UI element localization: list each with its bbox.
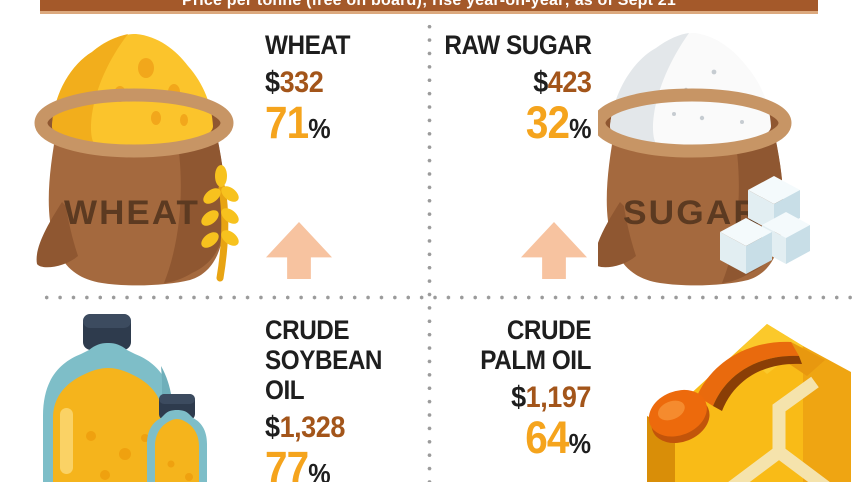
raw-sugar-price: $423 — [444, 66, 592, 100]
wheat-price: $332 — [265, 66, 350, 100]
jerry-can-icon — [647, 324, 851, 482]
raw-sugar-currency: $ — [532, 66, 548, 99]
soybean-change: 77% — [265, 445, 382, 482]
raw-sugar-title: RAW SUGAR — [443, 30, 592, 60]
raw-sugar-text-block: RAW SUGAR $423 32% — [443, 30, 592, 157]
soybean-price: $1,328 — [265, 411, 382, 445]
palm-change: 64% — [480, 415, 591, 472]
raw-sugar-change: 32% — [444, 100, 591, 157]
wheat-title: WHEAT — [265, 30, 351, 60]
soybean-currency: $ — [265, 411, 280, 444]
vertical-divider — [427, 20, 432, 482]
wheat-currency: $ — [265, 66, 280, 99]
soybean-title-line3: OIL — [265, 375, 305, 405]
palm-price-value: 1,197 — [525, 381, 592, 414]
oil-bottles-icon — [43, 314, 207, 482]
soybean-text-block: CRUDE SOYBEAN OIL $1,328 77% — [265, 315, 382, 482]
wheat-price-value: 332 — [279, 66, 324, 99]
wheat-bag-label: WHEAT — [64, 194, 200, 232]
soybean-change-value: 77 — [265, 442, 309, 482]
wheat-change-value: 71 — [265, 97, 309, 148]
palm-title-line2: PALM OIL — [480, 345, 591, 375]
soybean-price-value: 1,328 — [279, 411, 346, 444]
sugar-sack-icon: SUGAR — [598, 33, 810, 286]
wheat-text-block: WHEAT $332 71% — [265, 30, 350, 157]
palm-percent-sign: % — [568, 428, 591, 459]
palm-title-line1: CRUDE — [506, 315, 592, 345]
wheat-percent-sign: % — [308, 113, 331, 144]
header-banner: Price per tonne (free on board); rise ye… — [40, 0, 818, 14]
wheat-change: 71% — [265, 100, 350, 157]
horizontal-divider — [40, 295, 853, 300]
sugar-cubes-icon — [720, 176, 810, 274]
soybean-title-line2: SOYBEAN — [265, 345, 383, 375]
raw-sugar-percent-sign: % — [568, 113, 591, 144]
raw-sugar-price-value: 423 — [547, 66, 591, 99]
palm-text-block: CRUDE PALM OIL $1,197 64% — [480, 315, 591, 472]
palm-price: $1,197 — [480, 381, 591, 415]
soybean-title-line1: CRUDE — [265, 315, 350, 345]
banner-title: Price per tonne (free on board); rise ye… — [181, 0, 677, 9]
soybean-percent-sign: % — [308, 458, 331, 482]
palm-change-value: 64 — [525, 412, 569, 463]
palm-currency: $ — [511, 381, 526, 414]
wheat-sack-icon: WHEAT — [34, 34, 239, 286]
raw-sugar-up-arrow-icon — [521, 222, 587, 279]
raw-sugar-change-value: 32 — [525, 97, 569, 148]
wheat-up-arrow-icon — [266, 222, 332, 279]
